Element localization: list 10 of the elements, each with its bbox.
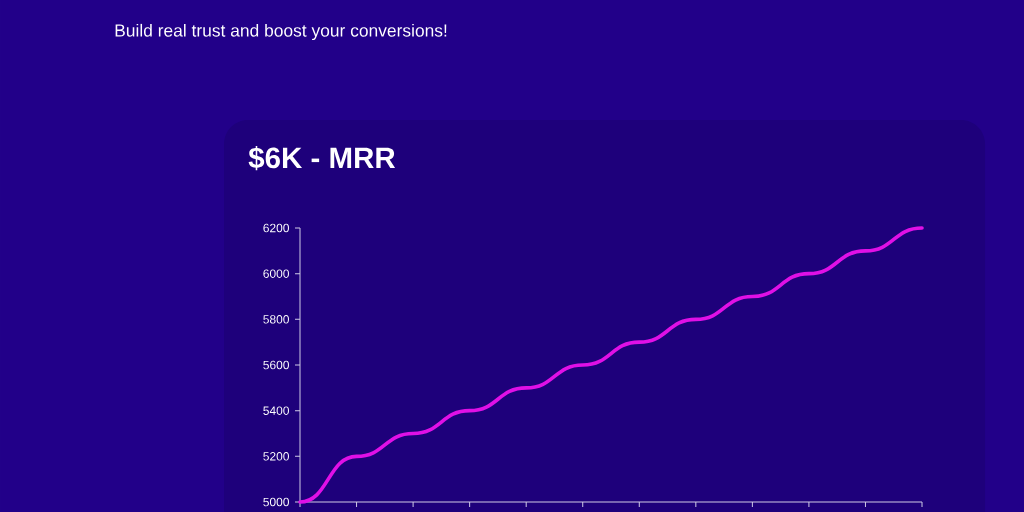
chart-title: $6K - MRR xyxy=(248,146,396,171)
y-tick-label: 5200 xyxy=(263,452,289,461)
text: Build real trust and boost your conversions! xyxy=(115,23,447,41)
y-tick-label: 6000 xyxy=(263,269,289,278)
y-tick-label: 5800 xyxy=(263,315,289,324)
y-tick-label: 5600 xyxy=(263,360,289,370)
y-tick-label: 5400 xyxy=(263,406,289,415)
y-tick-label: 5000 xyxy=(263,497,289,507)
line-series xyxy=(298,226,924,504)
y-tick-label: 6200 xyxy=(263,223,289,233)
